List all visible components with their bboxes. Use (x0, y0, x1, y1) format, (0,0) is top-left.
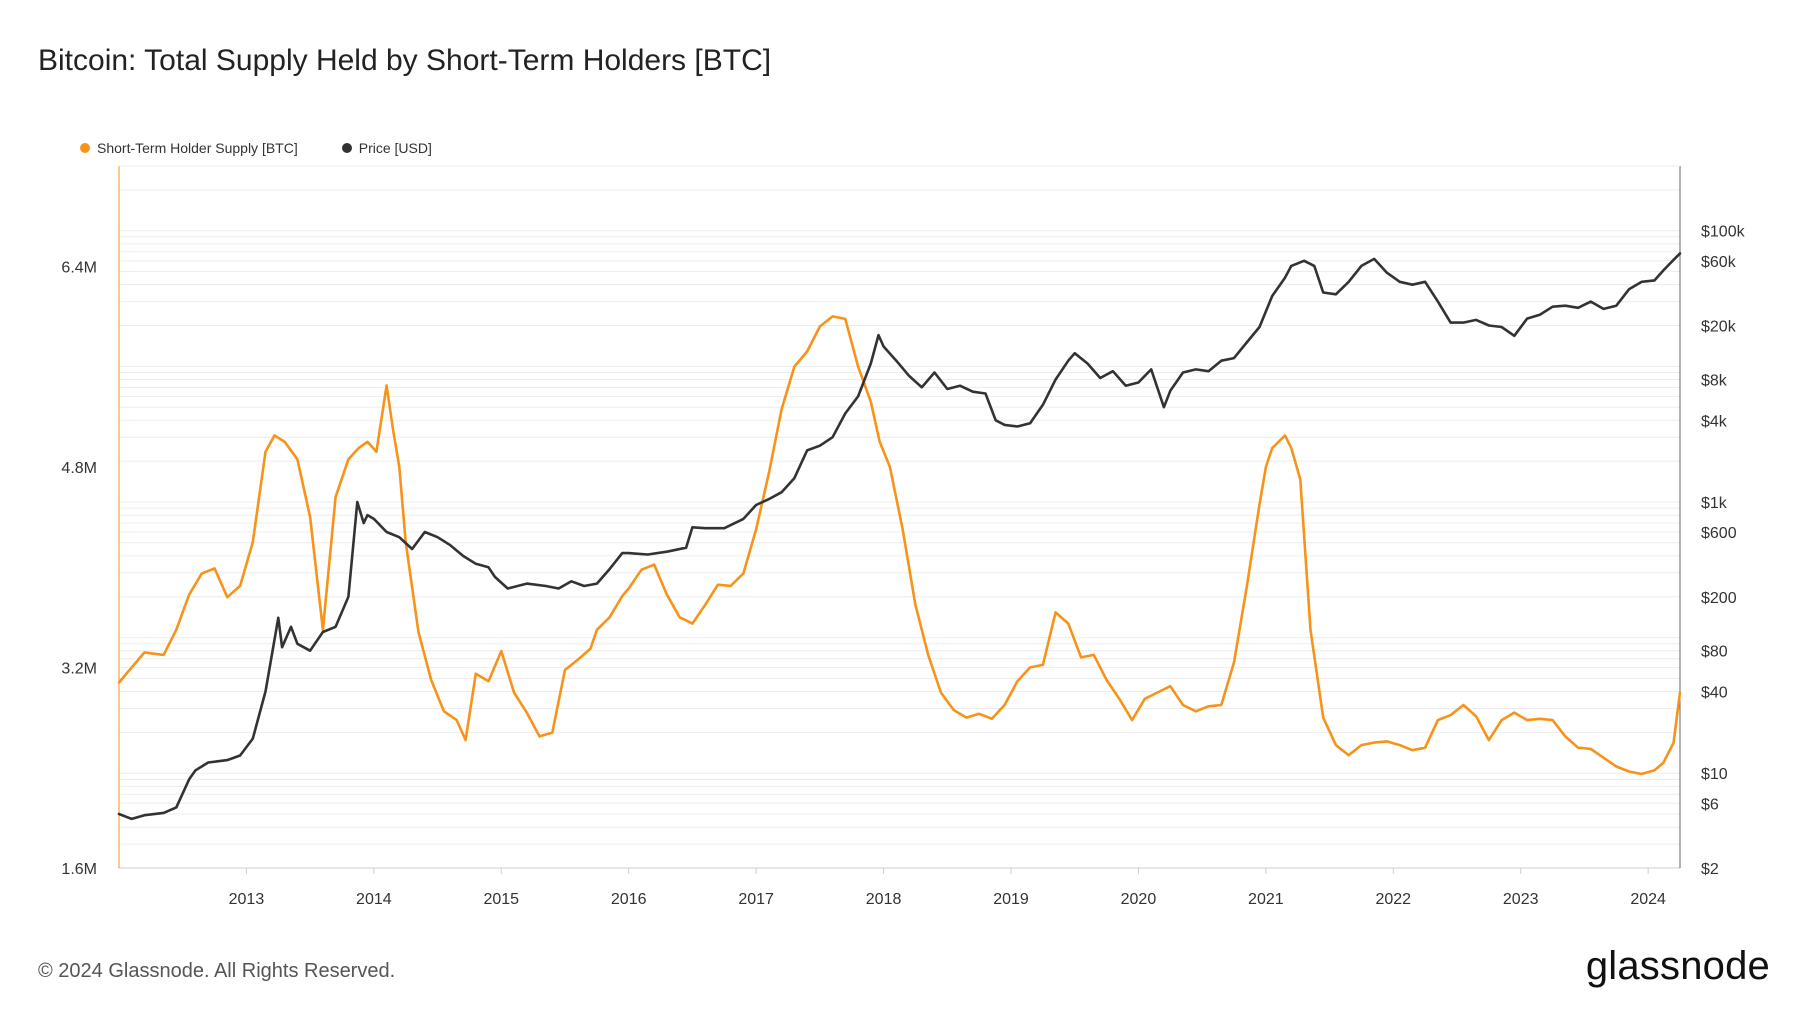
y-right-tick-label: $10 (1701, 766, 1728, 783)
x-tick-label: 2015 (483, 891, 519, 908)
y-right-tick-label: $20k (1701, 319, 1737, 336)
legend-marker-price (341, 143, 352, 153)
y-right-tick-label: $100k (1701, 224, 1746, 241)
x-tick-label: 2020 (1121, 891, 1157, 908)
y-right-tick-label: $60k (1701, 254, 1737, 271)
y-right-tick-label: $600 (1701, 525, 1737, 542)
legend-marker-sth-supply (80, 143, 90, 153)
legend-label-price: Price [USD] (358, 140, 432, 156)
y-right-tick-label: $8k (1701, 372, 1728, 389)
footer-copyright: © 2024 Glassnode. All Rights Reserved. (38, 960, 396, 982)
series-line-price (117, 252, 1682, 821)
chart-title: Bitcoin: Total Supply Held by Short-Term… (38, 44, 772, 77)
chart-legend: Short-Term Holder Supply [BTC] Price [US… (80, 140, 476, 156)
y-right-tick-label: $2 (1701, 861, 1719, 878)
series-lines (117, 252, 1682, 821)
x-tick-label: 2024 (1630, 891, 1666, 908)
y-right-tick-label: $200 (1701, 590, 1737, 607)
x-tick-label: 2023 (1503, 891, 1539, 908)
y-left-tick-label: 1.6M (61, 861, 97, 878)
glassnode-logo[interactable]: glassnode (1585, 944, 1770, 988)
y-left-tick-label: 4.8M (61, 460, 97, 477)
gridlines (119, 165, 1680, 869)
legend-item-sth-supply[interactable]: Short-Term Holder Supply [BTC] (80, 140, 298, 156)
y-right-tick-label: $4k (1701, 413, 1728, 430)
x-tick-label: 2022 (1375, 891, 1411, 908)
axes (118, 165, 1681, 874)
x-tick-label: 2017 (738, 891, 774, 908)
x-tick-label: 2014 (356, 891, 392, 908)
series-line-sth-supply (117, 315, 1682, 776)
legend-label-sth-supply: Short-Term Holder Supply [BTC] (97, 140, 298, 156)
x-tick-label: 2021 (1248, 891, 1284, 908)
legend-item-price[interactable]: Price [USD] (341, 140, 432, 156)
y-left-tick-label: 3.2M (61, 660, 97, 677)
y-right-tick-label: $40 (1701, 685, 1728, 702)
y-right-tick-label: $1k (1701, 495, 1728, 512)
y-right-tick-label: $6 (1701, 796, 1719, 813)
x-tick-label: 2016 (611, 891, 647, 908)
x-tick-label: 2019 (993, 891, 1029, 908)
x-tick-label: 2018 (866, 891, 902, 908)
tick-labels: 2013 2014 2015 2016 2017 2018 2019 2020 2021 2022… (61, 224, 1745, 908)
y-left-tick-label: 6.4M (61, 259, 97, 276)
x-tick-label: 2013 (229, 891, 265, 908)
y-right-tick-label: $80 (1701, 644, 1728, 661)
